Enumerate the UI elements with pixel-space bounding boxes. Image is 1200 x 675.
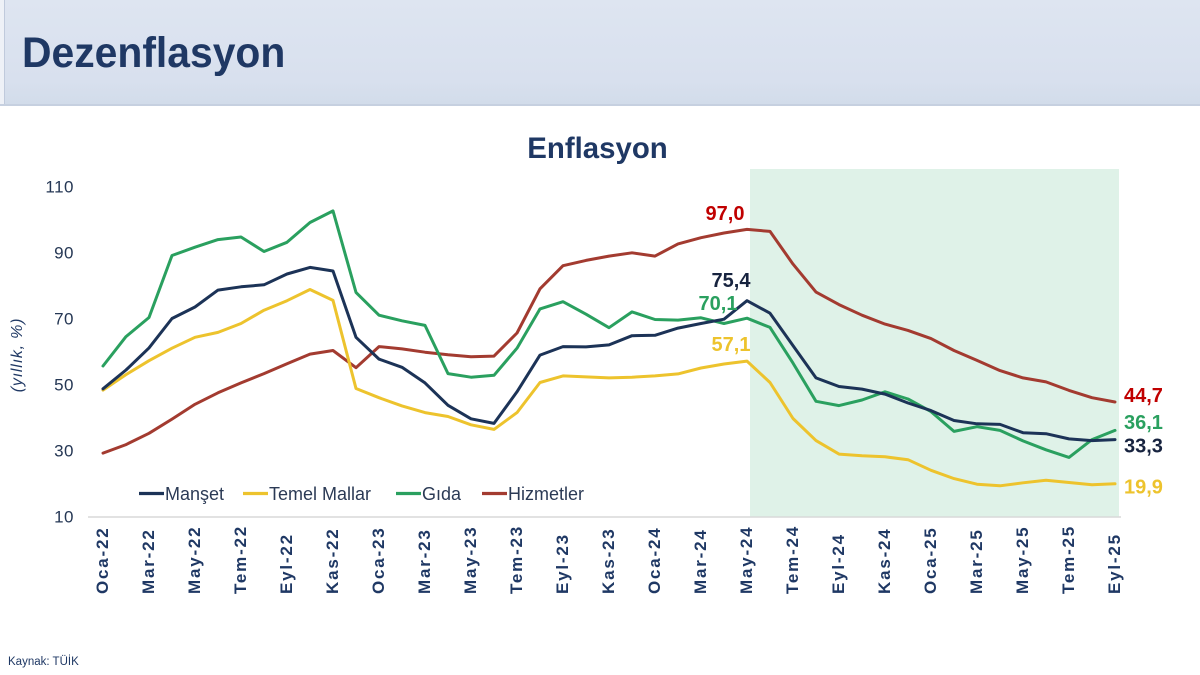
svg-text:33,3: 33,3 bbox=[1124, 436, 1163, 458]
svg-text:Eyl-23: Eyl-23 bbox=[553, 533, 572, 594]
svg-text:Mar-23: Mar-23 bbox=[415, 528, 434, 594]
svg-text:70: 70 bbox=[54, 310, 74, 329]
svg-text:70,1: 70,1 bbox=[699, 293, 738, 315]
svg-text:Kas-23: Kas-23 bbox=[599, 527, 618, 594]
svg-text:50: 50 bbox=[54, 376, 74, 395]
svg-text:May-25: May-25 bbox=[1013, 526, 1032, 594]
svg-text:Oca-22: Oca-22 bbox=[93, 526, 112, 594]
svg-text:Mar-25: Mar-25 bbox=[967, 528, 986, 594]
svg-text:110: 110 bbox=[45, 178, 74, 197]
svg-text:May-23: May-23 bbox=[461, 526, 480, 594]
svg-text:Hizmetler: Hizmetler bbox=[508, 484, 584, 504]
svg-text:May-22: May-22 bbox=[185, 526, 204, 594]
svg-text:97,0: 97,0 bbox=[706, 203, 745, 225]
svg-text:Oca-24: Oca-24 bbox=[645, 526, 664, 594]
svg-text:Manşet: Manşet bbox=[165, 484, 224, 504]
svg-text:Mar-22: Mar-22 bbox=[139, 528, 158, 594]
svg-text:Tem-23: Tem-23 bbox=[507, 525, 526, 594]
svg-text:Tem-24: Tem-24 bbox=[783, 525, 802, 594]
svg-text:Eyl-25: Eyl-25 bbox=[1105, 533, 1124, 594]
svg-text:Tem-25: Tem-25 bbox=[1059, 525, 1078, 594]
svg-text:Mar-24: Mar-24 bbox=[691, 528, 710, 594]
svg-text:Eyl-22: Eyl-22 bbox=[277, 533, 296, 594]
svg-text:Gıda: Gıda bbox=[422, 484, 462, 504]
svg-text:57,1: 57,1 bbox=[712, 334, 751, 356]
svg-text:Temel Mallar: Temel Mallar bbox=[269, 484, 371, 504]
svg-text:90: 90 bbox=[54, 244, 74, 263]
svg-text:75,4: 75,4 bbox=[712, 270, 752, 292]
svg-text:Eyl-24: Eyl-24 bbox=[829, 533, 848, 594]
svg-text:Tem-22: Tem-22 bbox=[231, 525, 250, 594]
svg-text:30: 30 bbox=[54, 442, 74, 461]
svg-text:44,7: 44,7 bbox=[1124, 385, 1163, 407]
svg-text:Kas-22: Kas-22 bbox=[323, 527, 342, 594]
svg-text:May-24: May-24 bbox=[737, 526, 756, 594]
svg-text:Enflasyon: Enflasyon bbox=[527, 132, 667, 165]
svg-text:Oca-25: Oca-25 bbox=[921, 526, 940, 594]
svg-text:10: 10 bbox=[54, 508, 74, 527]
svg-text:Oca-23: Oca-23 bbox=[369, 526, 388, 594]
svg-text:19,9: 19,9 bbox=[1124, 477, 1163, 499]
svg-text:(yıllık, %): (yıllık, %) bbox=[9, 318, 26, 393]
svg-text:Kas-24: Kas-24 bbox=[875, 527, 894, 594]
svg-text:36,1: 36,1 bbox=[1124, 412, 1163, 434]
